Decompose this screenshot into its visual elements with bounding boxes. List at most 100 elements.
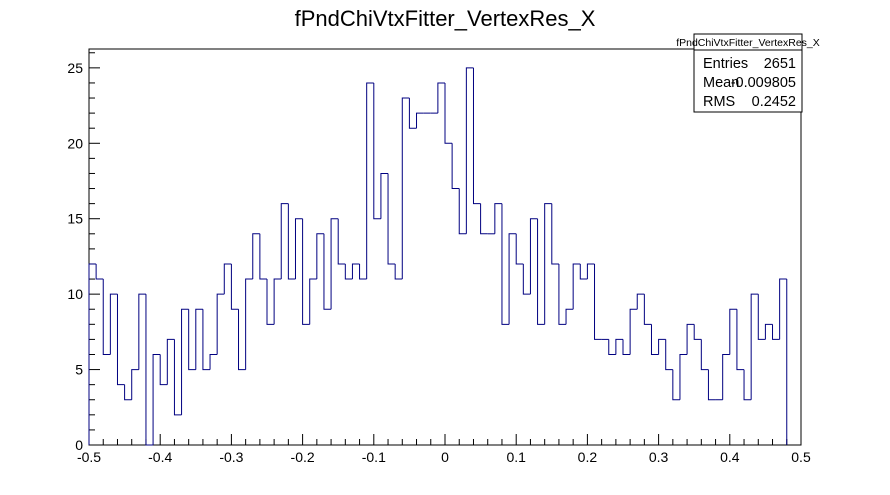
histogram-bin [359,263,367,280]
histogram-bin [394,263,403,280]
stats-box: fPndChiVtxFitter_VertexRes_X Entries 265… [676,33,820,113]
histogram-bin [124,384,132,401]
histogram-bin [480,203,488,235]
histogram-bin [772,324,780,340]
stats-box-frame [693,33,803,113]
histogram-bin [366,82,374,280]
histogram-bin [380,172,389,219]
histogram-bin [458,188,467,235]
histogram-bin [266,279,275,325]
histogram-bin [537,218,545,325]
histogram-bin [693,324,702,340]
stats-box-title: fPndChiVtxFitter_VertexRes_X [676,37,820,49]
histogram-bin [216,293,225,355]
histogram-bin [451,143,460,190]
histogram-bin [444,82,453,144]
x-tick-label: -0.4 [148,449,172,465]
histogram-bin [465,67,474,234]
axes: -0.5 -0.4 -0.3 -0.2 -0.1 0 0.1 0.2 0.3 0.4 0.5 0 5 10… [67,52,811,465]
histogram-bin [387,173,396,265]
x-tick-label: -0.1 [362,449,386,465]
histogram-bin [529,218,538,295]
histogram-bin [729,308,737,355]
histogram-bin [779,278,787,340]
histogram-bin [622,339,631,355]
histogram-bin [245,278,253,370]
histogram-bin [294,218,303,280]
histogram-bin [472,67,481,205]
histogram-bin [145,294,154,446]
histogram-bin [238,309,246,371]
histogram-bin [131,369,139,400]
histogram-bin [544,203,552,325]
histogram-bin [722,353,730,400]
histogram-bin [351,263,360,280]
histogram-bin [337,218,346,265]
histogram-bin [273,278,282,325]
histogram-bin [188,309,196,371]
histogram-bin [159,354,168,386]
histogram-bin [757,294,766,340]
histogram-bin [287,203,296,280]
y-tick-label: 15 [67,211,83,227]
histogram-bin [166,338,175,385]
histogram-bin [373,82,381,220]
histogram-bin [195,308,203,370]
histogram-bin [408,98,417,129]
histogram-bin [608,339,616,355]
histogram-bin [586,263,595,280]
histogram-bin [259,233,267,280]
x-tick-label: -0.2 [291,449,315,465]
histogram-bin [309,278,317,325]
stats-entries-value: 2651 [764,56,796,72]
histogram-bin [88,263,97,445]
histogram-bin [522,263,531,295]
histogram-bars [88,67,788,446]
histogram-bin [302,218,310,325]
histogram-bin [629,308,638,355]
histogram-bin [416,112,424,129]
histogram-bin [615,338,623,355]
histogram-bin [572,263,581,310]
histogram-bin [102,279,111,355]
histogram-bin [558,263,567,325]
histogram-bin [494,203,502,234]
histogram-bin [508,233,517,325]
histogram-bin [700,339,709,371]
histogram-bin [707,369,716,401]
x-tick-label: 0 [441,449,449,465]
histogram-bin [209,353,218,370]
stats-mean-label: Mean [703,75,739,91]
histogram-bin [501,203,510,325]
histogram-bin [565,308,574,325]
histogram-bin [202,309,211,371]
histogram-bin [437,82,445,114]
histogram-bin [401,97,410,280]
histogram-bin [330,218,339,310]
x-tick-label: 0.2 [578,449,598,465]
histogram-bin [658,338,666,355]
histogram-bin [181,308,189,415]
histogram-bin [316,233,324,280]
histogram-bin [252,233,260,280]
histogram-bin [116,294,125,386]
histogram-bin [686,323,695,355]
histogram-bin [223,263,232,295]
histogram-bin [643,294,652,325]
chart-title: fPndChiVtxFitter_VertexRes_X [295,6,596,31]
histogram-bin [323,233,332,310]
histogram-bin [672,369,680,401]
y-tick-label: 0 [75,437,83,453]
histogram-bin [594,263,602,340]
histogram-bin [280,203,289,280]
histogram-bin [173,339,182,416]
histogram-bin [650,324,659,355]
y-tick-label: 25 [67,60,83,76]
x-tick-label: 0.1 [506,449,526,465]
y-tick-label: 20 [67,135,83,151]
histogram-bin [344,263,353,280]
x-tick-label: -0.3 [219,449,243,465]
stats-entries-label: Entries [703,56,748,72]
histogram-bin [736,309,745,371]
